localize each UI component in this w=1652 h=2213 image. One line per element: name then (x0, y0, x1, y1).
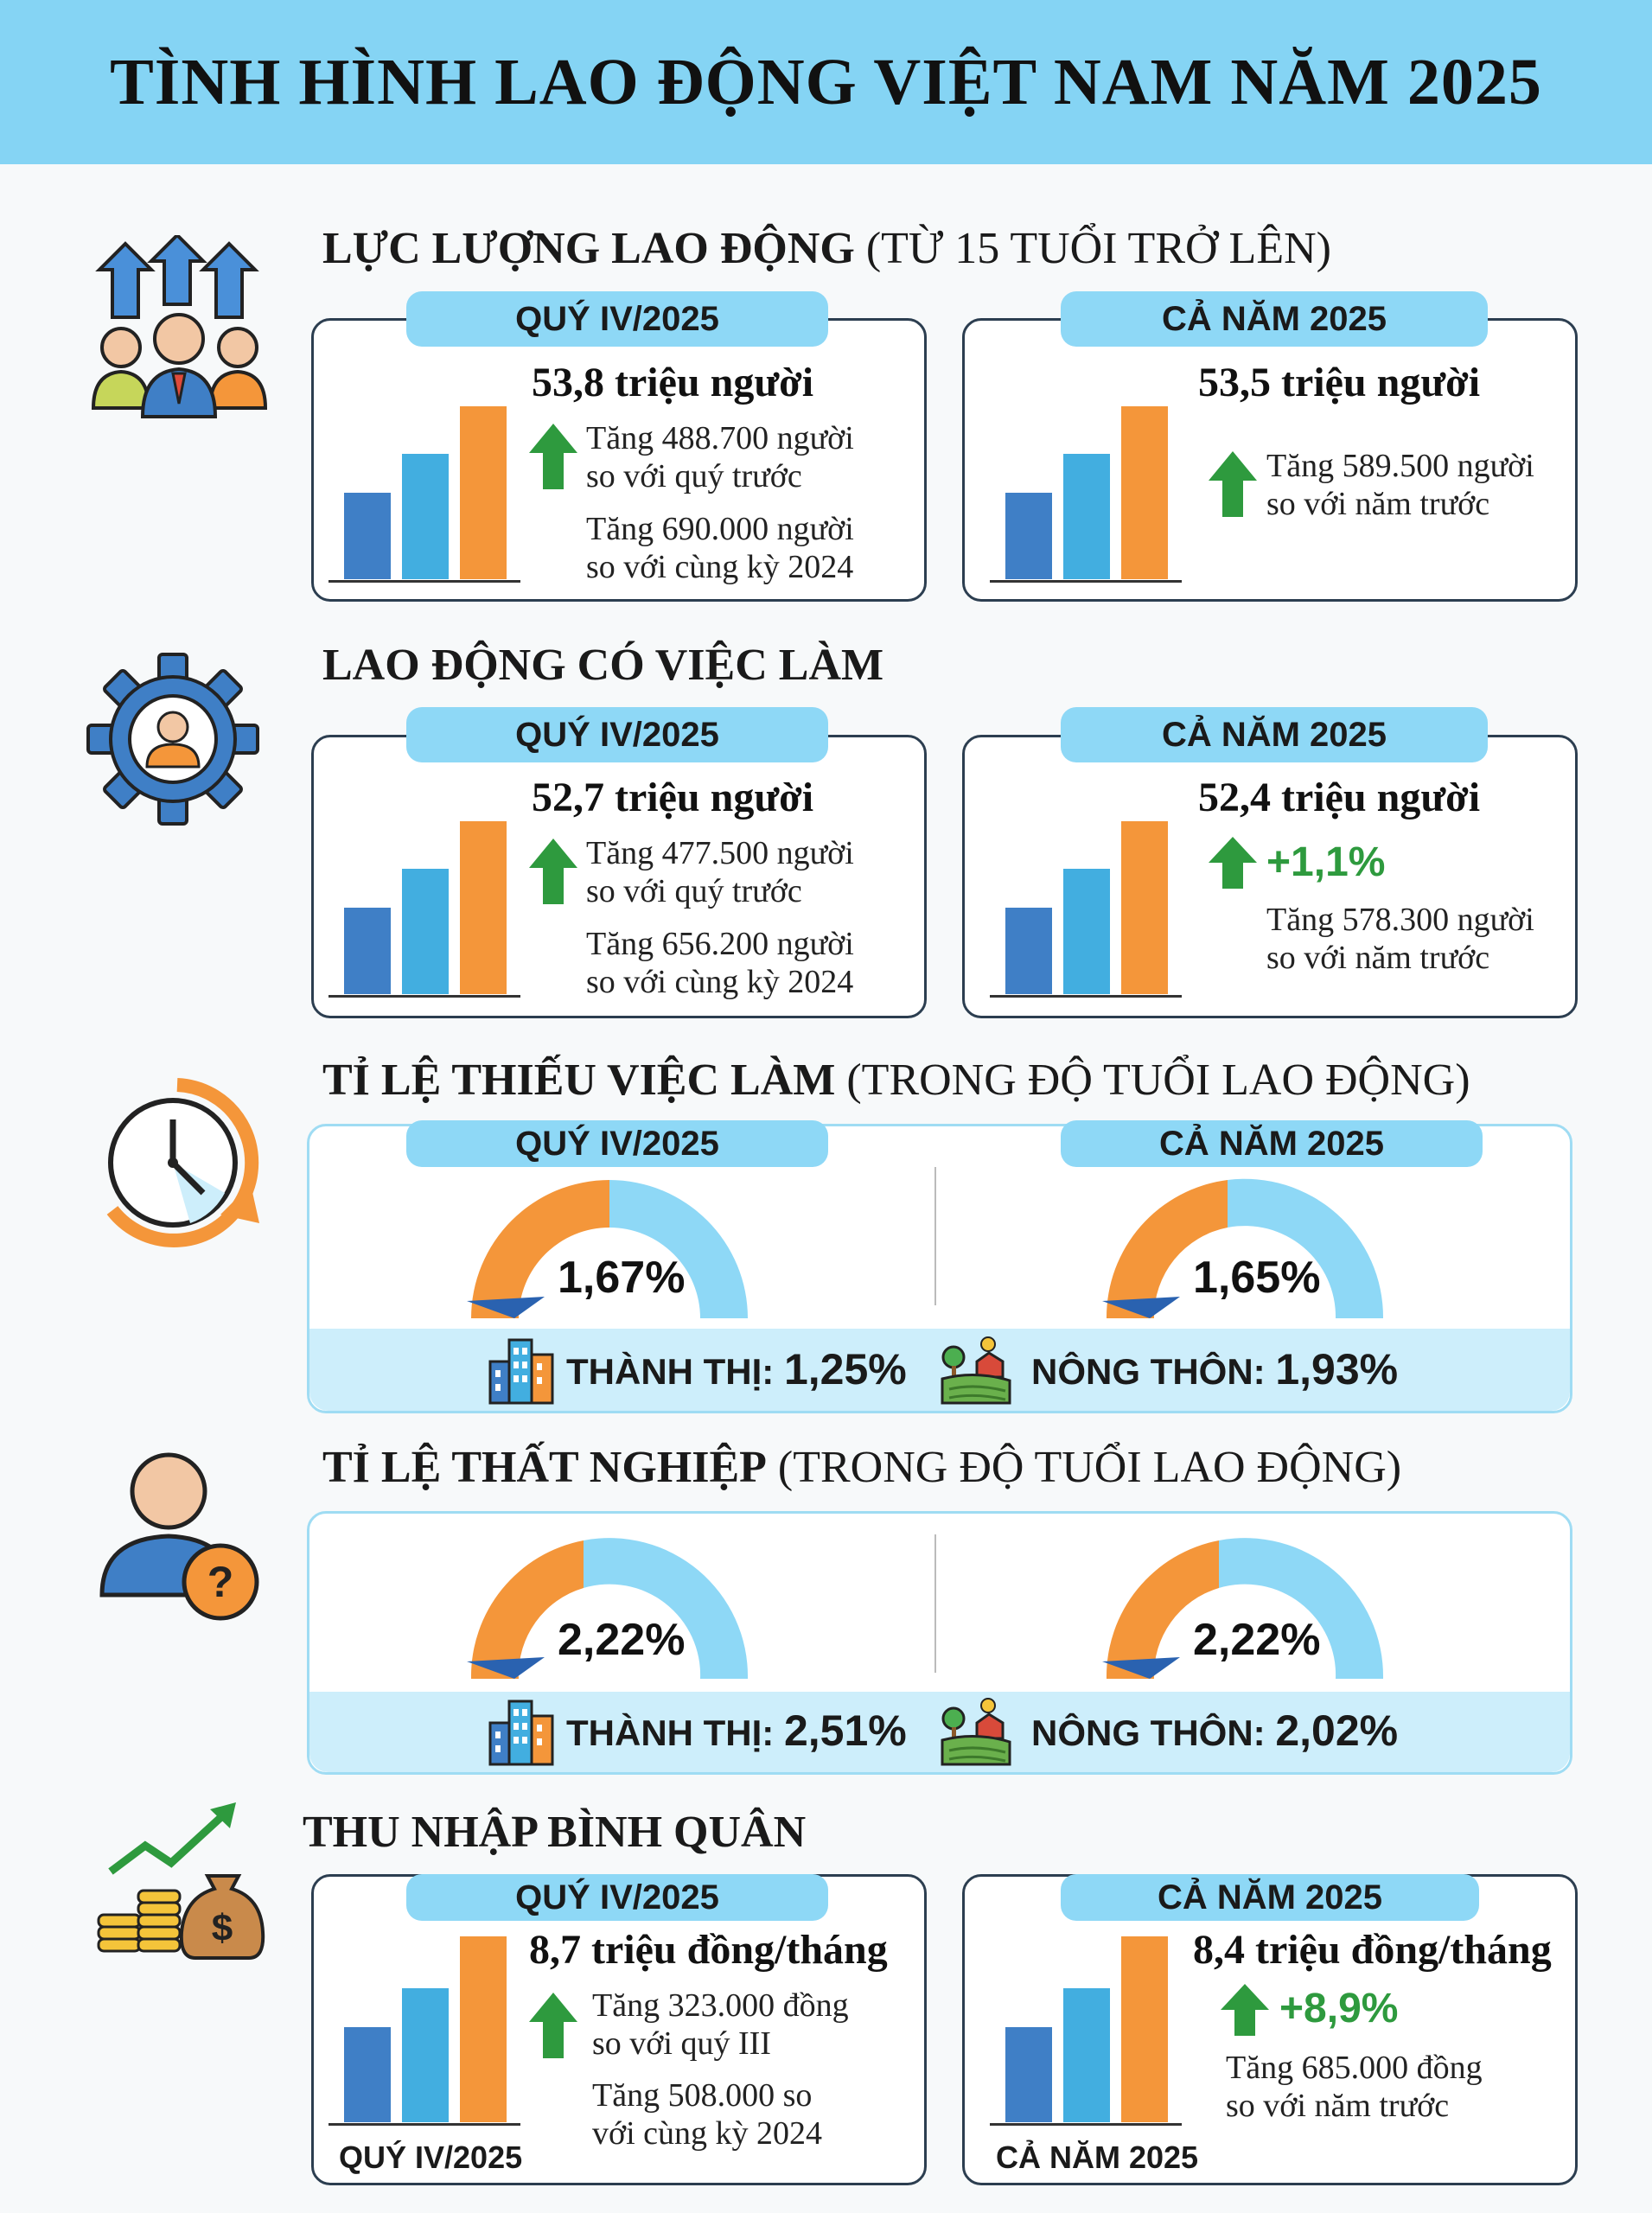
section-title: LỰC LƯỢNG LAO ĐỘNG (TỪ 15 TUỔI TRỞ LÊN) (322, 224, 1331, 273)
tag-year: CẢ NĂM 2025 (1061, 291, 1488, 347)
tag-q4: QUÝ IV/2025 (406, 291, 828, 347)
up-arrow-icon (529, 424, 577, 489)
axis-label: QUÝ IV/2025 (339, 2140, 523, 2175)
title-banner: TÌNH HÌNH LAO ĐỘNG VIỆT NAM NĂM 2025 (0, 0, 1652, 164)
gauge-value: 2,22% (558, 1615, 686, 1665)
bar-1 (1005, 2027, 1052, 2122)
bar-chart (328, 800, 523, 998)
bar-chart (990, 800, 1184, 998)
note-1: Tăng 323.000 đồng so với quý III (592, 1987, 849, 2062)
section-title: THU NHẬP BÌNH QUÂN (303, 1808, 807, 1857)
divider (934, 1534, 936, 1673)
gauge-value: 1,65% (1193, 1253, 1321, 1303)
gauge-year (1102, 1178, 1384, 1318)
value: 53,8 triệu người (532, 360, 814, 405)
bar-2 (402, 454, 449, 579)
bar-1 (344, 908, 391, 994)
tag-q4: QUÝ IV/2025 (406, 707, 828, 762)
tag-q4: QUÝ IV/2025 (406, 1874, 828, 1921)
value: 53,5 triệu người (1198, 360, 1481, 405)
bar-chart (990, 385, 1184, 583)
unemployed-person-icon: ? (99, 1452, 259, 1621)
axis (328, 995, 520, 998)
bar-3 (1121, 406, 1168, 579)
bar-2 (402, 1988, 449, 2122)
employee-gear-icon (86, 653, 259, 826)
note-1: Tăng 477.500 người so với quý trước (586, 835, 854, 909)
rural-rate: NÔNG THÔN: 2,02% (1031, 1706, 1399, 1755)
income-coins-icon: $ (97, 1802, 265, 1960)
bar-1 (1005, 493, 1052, 579)
people-growth-icon (91, 235, 268, 418)
divider (934, 1167, 936, 1305)
bar-3 (460, 821, 507, 994)
note-1: Tăng 589.500 người so với năm trước (1266, 448, 1534, 522)
up-arrow-icon (529, 839, 577, 904)
axis (990, 2123, 1182, 2126)
city-buildings-icon (488, 1338, 554, 1405)
note-1: Tăng 685.000 đồng so với năm trước (1226, 2050, 1483, 2124)
note-2: Tăng 656.200 người so với cùng kỳ 2024 (586, 926, 854, 1000)
bar-2 (402, 869, 449, 994)
gauge-value: 2,22% (1193, 1615, 1321, 1665)
percent-change: +8,9% (1279, 1986, 1399, 2031)
bar-3 (460, 406, 507, 579)
value: 8,4 triệu đồng/tháng (1193, 1927, 1552, 1973)
axis (328, 2123, 520, 2126)
axis (990, 580, 1182, 583)
bar-3 (1121, 1936, 1168, 2122)
city-buildings-icon (488, 1700, 554, 1766)
bar-2 (1063, 1988, 1110, 2122)
bar-1 (344, 493, 391, 579)
up-arrow-icon (529, 1993, 577, 2058)
percent-change: +1,1% (1266, 839, 1386, 885)
bar-2 (1063, 454, 1110, 579)
gauge-q4 (467, 1180, 748, 1318)
axis (328, 580, 520, 583)
bar-chart (328, 385, 523, 583)
svg-text:$: $ (212, 1907, 233, 1949)
bar-1 (344, 2027, 391, 2122)
section-title: LAO ĐỘNG CÓ VIỆC LÀM (322, 641, 884, 690)
section-title: TỈ LỆ THIẾU VIỆC LÀM (TRONG ĐỘ TUỔI LAO … (322, 1055, 1470, 1105)
bar-3 (1121, 821, 1168, 994)
tag-q4: QUÝ IV/2025 (406, 1120, 828, 1167)
up-arrow-icon (1221, 1984, 1269, 2036)
page-title: TÌNH HÌNH LAO ĐỘNG VIỆT NAM NĂM 2025 (110, 45, 1542, 118)
rural-rate: NÔNG THÔN: 1,93% (1031, 1345, 1399, 1393)
urban-rate: THÀNH THỊ: 2,51% (566, 1706, 907, 1755)
gauge-year (1102, 1538, 1384, 1679)
note-1: Tăng 578.300 người so với năm trước (1266, 902, 1534, 976)
gauge-value: 1,67% (558, 1253, 686, 1303)
farm-icon (941, 1698, 1011, 1766)
tag-year: CẢ NĂM 2025 (1061, 1120, 1483, 1167)
note-1: Tăng 488.700 người so với quý trước (586, 420, 854, 494)
tag-year: CẢ NĂM 2025 (1061, 707, 1488, 762)
bar-1 (1005, 908, 1052, 994)
svg-text:?: ? (207, 1558, 234, 1606)
bar-chart (990, 1936, 1184, 2126)
note-2: Tăng 690.000 người so với cùng kỳ 2024 (586, 511, 854, 585)
gauge-q4 (467, 1538, 749, 1679)
up-arrow-icon (1209, 451, 1257, 517)
axis (990, 995, 1182, 998)
value: 52,7 triệu người (532, 775, 814, 820)
note-2: Tăng 508.000 so với cùng kỳ 2024 (592, 2077, 823, 2152)
clock-icon (106, 1078, 259, 1247)
section-title: TỈ LỆ THẤT NGHIỆP (TRONG ĐỘ TUỔI LAO ĐỘN… (322, 1443, 1402, 1492)
value: 8,7 triệu đồng/tháng (529, 1927, 888, 1973)
farm-icon (941, 1336, 1011, 1405)
bar-2 (1063, 869, 1110, 994)
urban-rate: THÀNH THỊ: 1,25% (566, 1345, 907, 1393)
tag-year: CẢ NĂM 2025 (1061, 1874, 1479, 1921)
bar-3 (460, 1936, 507, 2122)
up-arrow-icon (1209, 837, 1257, 889)
bar-chart (328, 1936, 523, 2126)
axis-label: CẢ NĂM 2025 (996, 2140, 1199, 2175)
value: 52,4 triệu người (1198, 775, 1481, 820)
